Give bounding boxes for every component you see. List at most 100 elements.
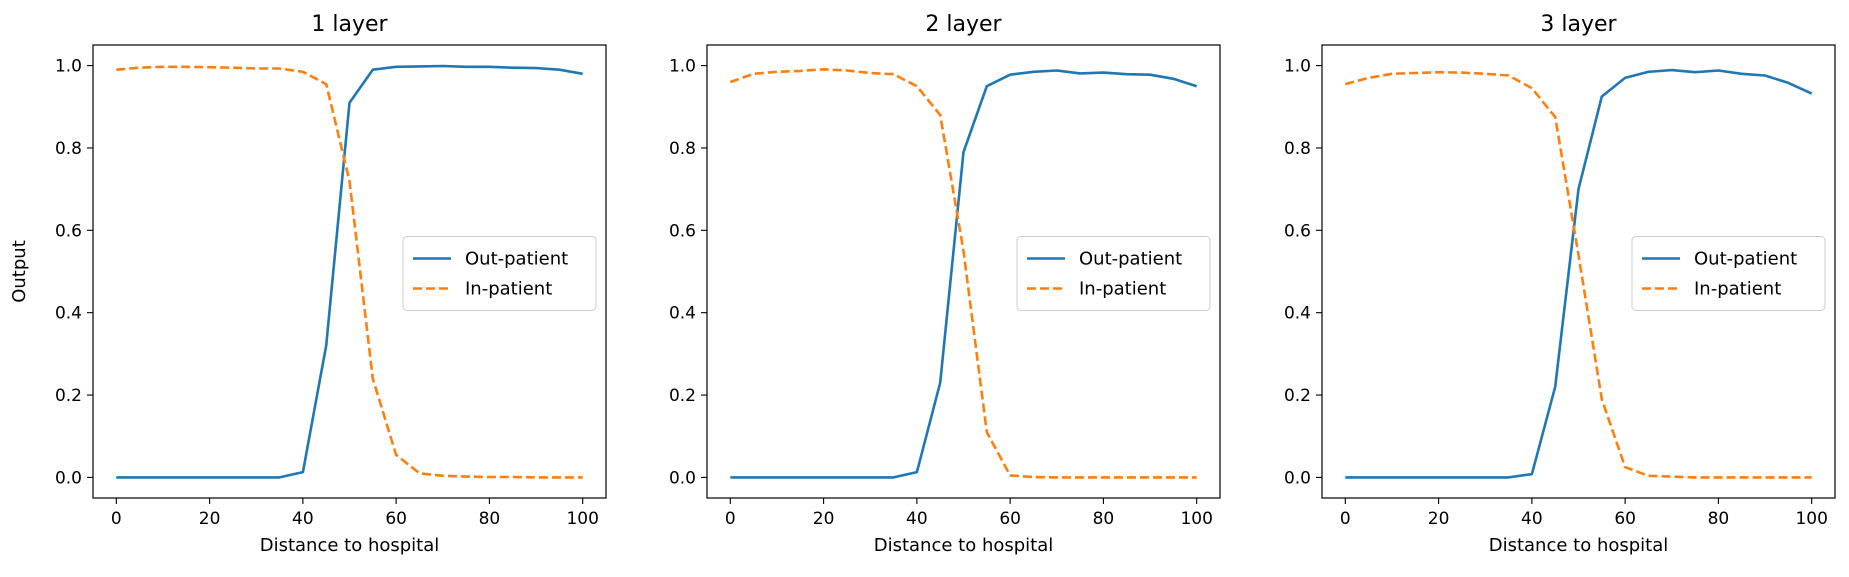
data-point bbox=[1764, 476, 1767, 479]
y-tick-label: 0.8 bbox=[55, 139, 82, 159]
legend-label: Out-patient bbox=[1079, 249, 1182, 270]
x-tick-label: 80 bbox=[1708, 509, 1730, 529]
data-point bbox=[348, 101, 351, 104]
x-tick-label: 40 bbox=[1521, 509, 1543, 529]
chart-title: 3 layer bbox=[1540, 12, 1617, 37]
x-tick-label: 0 bbox=[725, 509, 736, 529]
data-point bbox=[1717, 69, 1720, 72]
y-tick-label: 0.2 bbox=[1284, 386, 1311, 406]
series-line-in-patient bbox=[729, 68, 1197, 479]
data-point bbox=[488, 476, 491, 479]
data-point bbox=[325, 344, 328, 347]
x-tick-label: 0 bbox=[111, 509, 122, 529]
y-tick-label: 0.2 bbox=[55, 386, 82, 406]
data-point bbox=[1507, 74, 1510, 77]
data-point bbox=[558, 68, 561, 71]
data-point bbox=[1554, 385, 1557, 388]
legend-box bbox=[402, 236, 597, 311]
data-point bbox=[162, 65, 165, 68]
data-point bbox=[1600, 95, 1603, 98]
data-point bbox=[1195, 476, 1198, 479]
data-point bbox=[395, 453, 398, 456]
data-point bbox=[208, 66, 211, 69]
data-point bbox=[1577, 254, 1580, 257]
legend: Out-patient In-patient bbox=[1016, 236, 1211, 311]
data-point bbox=[1624, 77, 1627, 80]
data-point bbox=[1694, 71, 1697, 74]
data-point bbox=[939, 114, 942, 117]
data-point bbox=[1764, 74, 1767, 77]
data-point bbox=[799, 70, 802, 73]
axes-frame bbox=[1321, 44, 1836, 499]
data-point bbox=[465, 475, 468, 478]
data-point bbox=[1810, 476, 1813, 479]
data-point bbox=[1391, 72, 1394, 75]
data-point bbox=[441, 65, 444, 68]
data-point bbox=[1461, 476, 1464, 479]
y-tick-label: 0.6 bbox=[55, 221, 82, 241]
y-tick-label: 0.4 bbox=[669, 304, 696, 324]
data-point bbox=[1172, 476, 1175, 479]
data-point bbox=[278, 67, 281, 70]
data-point bbox=[1461, 71, 1464, 74]
x-tick-label: 0 bbox=[1340, 509, 1351, 529]
legend-box bbox=[1016, 236, 1211, 311]
legend: Out-patient In-patient bbox=[402, 236, 597, 311]
data-point bbox=[822, 476, 825, 479]
data-point bbox=[1787, 81, 1790, 84]
legend-label: In-patient bbox=[1079, 279, 1166, 300]
data-point bbox=[822, 68, 825, 71]
axes-frame bbox=[706, 44, 1221, 499]
data-point bbox=[185, 476, 188, 479]
data-point bbox=[1172, 77, 1175, 80]
data-point bbox=[892, 73, 895, 76]
data-point bbox=[752, 72, 755, 75]
data-point bbox=[138, 476, 141, 479]
data-point bbox=[418, 65, 421, 68]
y-tick-label: 1.0 bbox=[1284, 57, 1311, 77]
data-point bbox=[1102, 476, 1105, 479]
data-point bbox=[1125, 73, 1128, 76]
data-point bbox=[1414, 72, 1417, 75]
data-point bbox=[418, 472, 421, 475]
data-point bbox=[138, 66, 141, 69]
data-point bbox=[869, 476, 872, 479]
data-point bbox=[1195, 85, 1198, 88]
data-point bbox=[962, 250, 965, 253]
series-line-in-patient bbox=[1344, 70, 1812, 479]
data-point bbox=[441, 474, 444, 477]
legend-label: Out-patient bbox=[1694, 249, 1797, 270]
x-tick-label: 100 bbox=[1795, 509, 1827, 529]
data-point bbox=[1032, 476, 1035, 479]
x-tick-label: 100 bbox=[566, 509, 598, 529]
data-point bbox=[1530, 473, 1533, 476]
chart-title: 2 layer bbox=[925, 12, 1002, 37]
data-point bbox=[325, 83, 328, 86]
data-point bbox=[1055, 69, 1058, 72]
data-point bbox=[465, 65, 468, 68]
data-point bbox=[535, 476, 538, 479]
data-point bbox=[846, 69, 849, 72]
data-point bbox=[1577, 188, 1580, 191]
data-point bbox=[348, 180, 351, 183]
data-point bbox=[395, 65, 398, 68]
y-tick-label: 1.0 bbox=[55, 57, 82, 77]
data-point bbox=[1032, 70, 1035, 73]
legend-box bbox=[1631, 236, 1826, 311]
data-point bbox=[1102, 71, 1105, 74]
data-point bbox=[185, 65, 188, 68]
data-point bbox=[1009, 474, 1012, 477]
data-point bbox=[1437, 476, 1440, 479]
data-point bbox=[232, 476, 235, 479]
x-tick-label: 100 bbox=[1180, 509, 1212, 529]
data-point bbox=[1554, 116, 1557, 119]
data-point bbox=[1787, 476, 1790, 479]
data-point bbox=[939, 381, 942, 384]
legend-label: In-patient bbox=[465, 279, 552, 300]
x-tick-label: 40 bbox=[906, 509, 928, 529]
x-tick-label: 60 bbox=[1614, 509, 1636, 529]
data-point bbox=[1647, 474, 1650, 477]
data-point bbox=[985, 85, 988, 88]
x-tick-label: 60 bbox=[385, 509, 407, 529]
data-point bbox=[371, 377, 374, 380]
